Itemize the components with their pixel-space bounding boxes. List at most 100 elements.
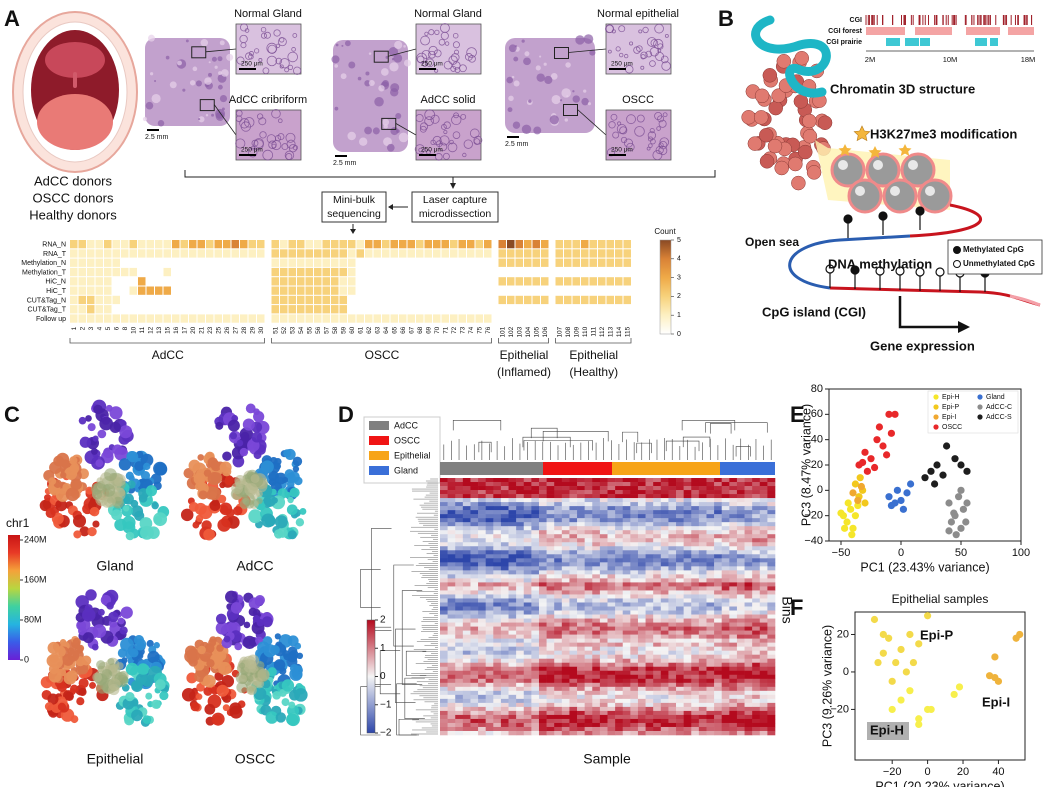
methylation-cell xyxy=(508,630,517,635)
heatmap-cell xyxy=(104,267,112,277)
methylation-cell xyxy=(607,534,616,539)
methylation-cell xyxy=(645,662,654,668)
methylation-cell xyxy=(767,630,776,635)
methylation-cell xyxy=(508,478,517,483)
chromatin-domain xyxy=(236,439,244,447)
tissue-texture xyxy=(208,61,211,64)
heatmap-cell xyxy=(382,305,390,314)
colorbar-tick-label: 5 xyxy=(677,237,681,244)
heatmap-cell xyxy=(507,314,515,323)
chromatin-domain xyxy=(216,644,224,652)
heatmap-cell xyxy=(484,277,492,286)
inset-scale-label: 250 μm xyxy=(421,147,443,154)
methylation-cell xyxy=(676,586,684,591)
methylation-cell xyxy=(714,490,723,495)
methylation-cell xyxy=(607,602,616,607)
tissue-texture xyxy=(365,71,370,76)
methylation-cell xyxy=(676,506,684,511)
methylation-cell xyxy=(485,706,494,712)
methylation-cell xyxy=(607,670,616,676)
methylation-cell xyxy=(538,618,547,623)
methylation-cell xyxy=(698,638,707,643)
methylation-cell xyxy=(478,562,486,567)
methylation-cell xyxy=(607,598,616,603)
methylation-cell xyxy=(508,482,517,487)
cpg-site xyxy=(935,267,945,277)
methylation-cell xyxy=(584,674,593,680)
methylation-cell xyxy=(630,546,639,551)
methylation-cell xyxy=(736,602,745,607)
methylation-cell xyxy=(516,494,525,499)
chromatin-domain xyxy=(274,633,281,640)
methylation-cell xyxy=(554,654,563,660)
methylation-cell xyxy=(500,550,509,555)
methylation-cell xyxy=(706,482,715,487)
methylation-cell xyxy=(478,658,486,664)
methylation-cell xyxy=(508,646,517,651)
tissue-texture xyxy=(378,85,385,92)
methylation-cell xyxy=(493,526,502,531)
methylation-cell xyxy=(714,518,723,523)
methylation-cell xyxy=(599,690,608,696)
heatmap-cell xyxy=(572,277,580,286)
heatmap-cell xyxy=(524,295,532,305)
methylation-cell xyxy=(698,614,707,619)
methylation-cell xyxy=(500,558,509,563)
heatmap-cell xyxy=(441,240,449,249)
methylation-cell xyxy=(500,698,509,704)
methylation-cell xyxy=(478,586,486,591)
methylation-cell xyxy=(447,538,456,543)
methylation-cell xyxy=(531,502,540,507)
methylation-cell xyxy=(637,630,646,635)
methylation-cell xyxy=(691,666,700,672)
methylation-cell xyxy=(653,574,662,579)
methylation-cell xyxy=(645,578,654,583)
inset-texture xyxy=(447,142,458,153)
methylation-cell xyxy=(622,690,631,696)
methylation-cell xyxy=(653,530,662,535)
heatmap-cell xyxy=(390,240,398,249)
heatmap-cell xyxy=(231,277,239,286)
methylation-cell xyxy=(714,654,723,660)
methylation-cell xyxy=(706,674,715,680)
methylation-cell xyxy=(752,478,761,483)
methylation-cell xyxy=(462,598,471,603)
methylation-cell xyxy=(455,646,464,651)
methylation-cell xyxy=(584,694,593,700)
methylation-cell xyxy=(637,586,646,591)
methylation-cell xyxy=(531,558,540,563)
inset-texture xyxy=(443,129,448,135)
inset-texture xyxy=(432,135,442,146)
methylation-cell xyxy=(622,658,631,664)
methylation-cell xyxy=(676,622,684,627)
methylation-cell xyxy=(493,622,502,627)
methylation-cell xyxy=(683,578,692,583)
inset-texture xyxy=(286,139,296,149)
methylation-cell xyxy=(523,486,532,491)
methylation-cell xyxy=(729,606,738,611)
methylation-cell xyxy=(478,514,486,519)
methylation-cell xyxy=(676,678,684,684)
heatmap-cell xyxy=(458,277,466,286)
inset-texture xyxy=(287,64,294,71)
methylation-cell xyxy=(752,498,761,503)
heatmap-cell xyxy=(112,286,120,295)
methylation-cell xyxy=(645,574,654,579)
methylation-cell xyxy=(736,698,745,704)
methylation-cell xyxy=(676,594,684,599)
methylation-cell xyxy=(485,610,494,615)
tissue-texture xyxy=(521,39,525,43)
methylation-cell xyxy=(653,550,662,555)
methylation-cell xyxy=(698,690,707,696)
methylation-cell xyxy=(440,494,448,499)
methylation-cell xyxy=(462,614,471,619)
chromatin-domain xyxy=(194,502,207,515)
methylation-cell xyxy=(561,574,570,579)
methylation-cell xyxy=(767,674,776,680)
heatmap-cell xyxy=(441,277,449,286)
methylation-cell xyxy=(752,658,761,664)
heatmap-cell xyxy=(564,314,572,323)
chromatin-domain xyxy=(117,617,125,625)
heatmap-cell xyxy=(572,305,580,314)
methylation-cell xyxy=(615,646,624,651)
